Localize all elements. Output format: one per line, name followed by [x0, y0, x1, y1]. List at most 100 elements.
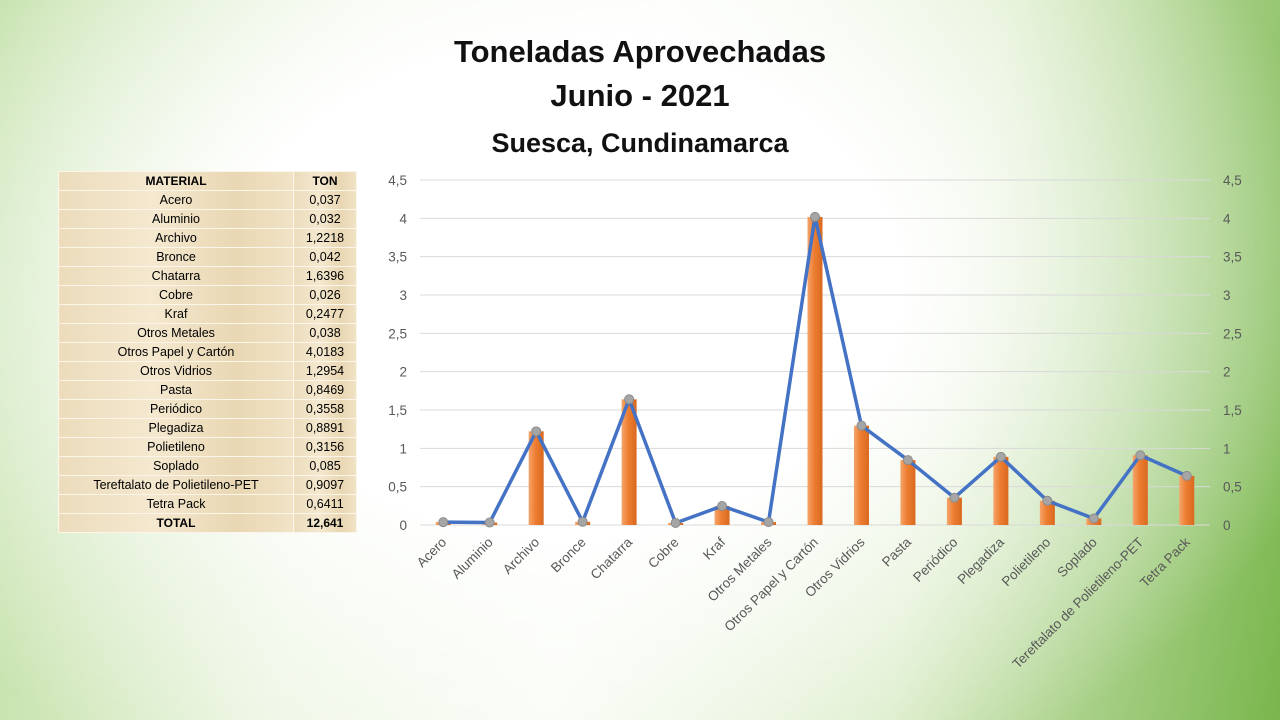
bar	[946, 497, 962, 525]
material-cell: Plegadiza	[58, 418, 294, 438]
x-tick-label: Acero	[414, 535, 450, 571]
y-tick-label-left: 0	[399, 518, 407, 533]
line-marker	[577, 516, 588, 527]
material-cell: Tetra Pack	[58, 494, 294, 514]
material-cell: Kraf	[58, 304, 294, 324]
x-tick-label: Aluminio	[449, 535, 496, 582]
y-tick-label-left: 1	[399, 441, 407, 456]
y-tick-label-left: 3	[399, 288, 407, 303]
ton-cell: 1,2954	[293, 361, 357, 381]
y-tick-label-right: 2,5	[1223, 326, 1242, 341]
table-row: Chatarra 1,6396	[58, 266, 357, 286]
table-row: Otros Vidrios 1,2954	[58, 361, 357, 381]
line-marker	[995, 451, 1006, 462]
chart-title: Toneladas Aprovechadas	[453, 34, 827, 69]
bar	[993, 456, 1009, 525]
line-marker	[670, 518, 681, 529]
ton-cell: 0,032	[293, 209, 357, 229]
line-marker	[810, 211, 820, 222]
x-tick-label: Soplado	[1054, 535, 1100, 581]
line-marker	[1042, 495, 1053, 506]
material-cell: Otros Metales	[58, 323, 294, 343]
bar	[1132, 455, 1148, 525]
table-row: Polietileno 0,3156	[58, 437, 357, 457]
material-cell: Polietileno	[58, 437, 294, 457]
line-marker	[438, 517, 449, 528]
bar	[621, 399, 637, 525]
table-row: Kraf 0,2477	[58, 304, 357, 324]
table-row: Bronce 0,042	[58, 247, 357, 267]
table-row: Periódico 0,3558	[58, 399, 357, 419]
y-tick-label-right: 3,5	[1223, 250, 1242, 265]
material-cell: Bronce	[58, 247, 294, 267]
x-tick-label: Periódico	[910, 535, 960, 585]
line-marker	[484, 517, 495, 528]
table-row: Soplado 0,085	[58, 456, 357, 476]
table-row: Plegadiza 0,8891	[58, 418, 357, 438]
y-tick-label-right: 0	[1223, 518, 1231, 533]
ton-cell: 4,0183	[293, 342, 357, 362]
line-marker	[531, 426, 542, 437]
table-row: Aluminio 0,032	[58, 209, 357, 229]
table-row: Pasta 0,8469	[58, 380, 357, 400]
ton-cell: 0,026	[293, 285, 357, 305]
ton-cell: 12,641	[293, 513, 357, 533]
line-marker	[1181, 470, 1192, 481]
ton-cell: 0,3558	[293, 399, 357, 419]
line-marker	[624, 394, 635, 405]
line-marker	[902, 455, 913, 466]
bar	[714, 506, 730, 525]
materials-table: MATERIAL TON Acero 0,037 Aluminio 0,032 Archiv…	[58, 171, 357, 533]
x-tick-label: Tetra Pack	[1137, 534, 1193, 590]
y-tick-label-right: 4	[1223, 211, 1231, 226]
y-tick-label-right: 4,5	[1223, 173, 1242, 188]
x-tick-label: Bronce	[548, 535, 589, 576]
material-cell: Aluminio	[58, 209, 294, 229]
ton-cell: TON	[293, 171, 357, 191]
bar	[1179, 475, 1195, 525]
y-tick-label-left: 3,5	[388, 250, 407, 265]
ton-cell: 0,042	[293, 247, 357, 267]
y-tick-label-right: 1,5	[1223, 403, 1242, 418]
line-marker	[1088, 513, 1099, 524]
ton-cell: 0,085	[293, 456, 357, 476]
table-total-row: TOTAL 12,641	[58, 513, 357, 533]
bar	[853, 425, 869, 525]
table-row: Otros Papel y Cartón 4,0183	[58, 342, 357, 362]
y-tick-label-left: 1,5	[388, 403, 407, 418]
line-marker	[1135, 450, 1146, 461]
table-row: Tetra Pack 0,6411	[58, 494, 357, 514]
x-tick-label: Archivo	[500, 535, 542, 577]
y-tick-label-left: 0,5	[388, 480, 407, 495]
ton-cell: 1,6396	[293, 266, 357, 286]
material-cell: Tereftalato de Polietileno-PET	[58, 475, 294, 495]
material-cell: Otros Papel y Cartón	[58, 342, 294, 362]
chart-subtitle: Junio - 2021	[550, 78, 730, 113]
ton-cell: 0,8469	[293, 380, 357, 400]
bar	[1039, 500, 1055, 525]
ton-cell: 1,2218	[293, 228, 357, 248]
bar	[528, 431, 544, 525]
material-cell: Pasta	[58, 380, 294, 400]
ton-cell: 0,8891	[293, 418, 357, 438]
x-tick-label: Polietileno	[999, 535, 1054, 590]
y-tick-label-right: 0,5	[1223, 480, 1242, 495]
x-tick-label: Cobre	[645, 535, 682, 572]
x-tick-label: Kraf	[700, 534, 728, 562]
y-tick-label-left: 2	[399, 365, 407, 380]
y-tick-label-left: 4,5	[388, 173, 407, 188]
table-header-row: MATERIAL TON	[58, 171, 357, 191]
x-tick-label: Chatarra	[587, 534, 635, 582]
y-tick-label-right: 3	[1223, 288, 1231, 303]
material-cell: TOTAL	[58, 513, 294, 533]
material-cell: Periódico	[58, 399, 294, 419]
line-marker	[949, 492, 960, 503]
y-tick-label-left: 4	[399, 211, 407, 226]
material-cell: Soplado	[58, 456, 294, 476]
line-marker	[856, 420, 867, 431]
bar	[807, 216, 823, 525]
bar	[900, 460, 916, 525]
y-tick-label-right: 1	[1223, 441, 1231, 456]
y-tick-label-left: 2,5	[388, 326, 407, 341]
